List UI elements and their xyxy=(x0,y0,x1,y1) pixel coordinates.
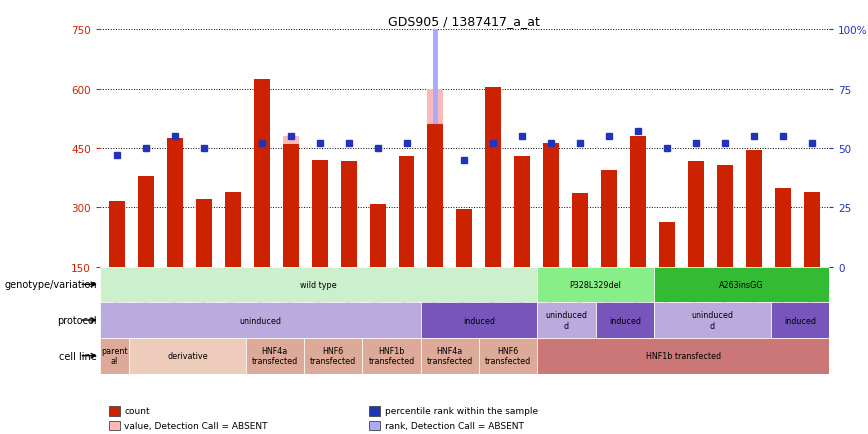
Bar xyxy=(421,302,537,338)
Text: HNF1b
transfected: HNF1b transfected xyxy=(368,346,415,365)
Bar xyxy=(804,193,819,267)
Bar xyxy=(167,139,183,267)
Text: count: count xyxy=(124,407,150,415)
Text: protocol: protocol xyxy=(57,316,97,325)
Text: induced: induced xyxy=(608,316,641,325)
Bar xyxy=(129,338,246,374)
Bar xyxy=(537,338,829,374)
Bar xyxy=(138,177,155,267)
Text: HNF4a
transfected: HNF4a transfected xyxy=(252,346,298,365)
Bar xyxy=(225,193,240,267)
Text: induced: induced xyxy=(784,316,816,325)
Text: derivative: derivative xyxy=(167,352,207,360)
Bar xyxy=(543,144,559,267)
Text: wild type: wild type xyxy=(300,280,337,289)
Text: uninduced
d: uninduced d xyxy=(691,311,733,330)
Text: induced: induced xyxy=(463,316,495,325)
Bar xyxy=(362,338,421,374)
Bar xyxy=(421,338,479,374)
Text: HNF6
transfected: HNF6 transfected xyxy=(310,346,356,365)
Text: value, Detection Call = ABSENT: value, Detection Call = ABSENT xyxy=(124,421,267,430)
Bar xyxy=(100,302,421,338)
Text: A263insGG: A263insGG xyxy=(720,280,764,289)
Bar xyxy=(687,161,704,267)
Text: cell line: cell line xyxy=(60,351,97,361)
Bar xyxy=(572,194,588,267)
Bar xyxy=(100,338,129,374)
Bar xyxy=(659,222,674,267)
Title: GDS905 / 1387417_a_at: GDS905 / 1387417_a_at xyxy=(389,15,540,28)
Text: P328L329del: P328L329del xyxy=(569,280,621,289)
Bar xyxy=(479,338,537,374)
Bar xyxy=(601,170,617,267)
Text: rank, Detection Call = ABSENT: rank, Detection Call = ABSENT xyxy=(385,421,523,430)
Bar xyxy=(432,0,438,267)
Text: HNF1b transfected: HNF1b transfected xyxy=(646,352,720,360)
Bar xyxy=(485,88,501,267)
Bar xyxy=(100,267,537,302)
Bar xyxy=(312,161,327,267)
Bar xyxy=(746,151,761,267)
Bar xyxy=(427,89,444,267)
Text: uninduced
d: uninduced d xyxy=(545,311,588,330)
Text: HNF6
transfected: HNF6 transfected xyxy=(485,346,531,365)
Text: genotype/variation: genotype/variation xyxy=(4,280,97,289)
Text: percentile rank within the sample: percentile rank within the sample xyxy=(385,407,537,415)
Text: parent
al: parent al xyxy=(102,346,128,365)
Text: uninduced: uninduced xyxy=(240,316,281,325)
Bar xyxy=(283,145,299,267)
Bar xyxy=(340,161,357,267)
Bar xyxy=(196,200,212,267)
Bar xyxy=(595,302,654,338)
Bar xyxy=(771,302,829,338)
Bar xyxy=(283,137,299,267)
Bar xyxy=(537,302,595,338)
Bar xyxy=(304,338,362,374)
Bar xyxy=(246,338,304,374)
Bar xyxy=(457,210,472,267)
Bar xyxy=(370,204,385,267)
Bar xyxy=(427,125,444,267)
Bar xyxy=(774,188,791,267)
Bar xyxy=(398,157,414,267)
Bar xyxy=(654,267,829,302)
Bar xyxy=(654,302,771,338)
Bar xyxy=(514,157,530,267)
Bar xyxy=(109,202,125,267)
Bar xyxy=(717,165,733,267)
Bar xyxy=(537,267,654,302)
Bar xyxy=(630,137,646,267)
Text: HNF4a
transfected: HNF4a transfected xyxy=(427,346,473,365)
Bar xyxy=(253,80,270,267)
